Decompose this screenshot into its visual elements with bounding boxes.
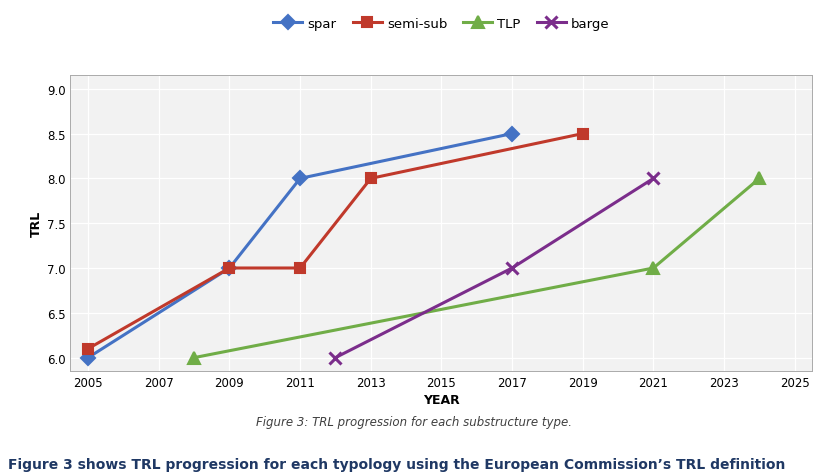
Line: barge: barge (330, 173, 658, 363)
TLP (647, 266, 657, 271)
Legend: spar, semi-sub, TLP, barge: spar, semi-sub, TLP, barge (273, 18, 609, 31)
semi-sub (577, 131, 587, 137)
X-axis label: YEAR: YEAR (422, 393, 460, 406)
spar (83, 355, 93, 361)
Text: Figure 3 shows TRL progression for each typology using the European Commission’s: Figure 3 shows TRL progression for each … (8, 457, 785, 471)
TLP (753, 176, 763, 182)
spar (224, 266, 234, 271)
barge (507, 266, 517, 271)
spar (295, 176, 305, 182)
Line: spar: spar (83, 129, 517, 363)
TLP (189, 355, 199, 361)
semi-sub (224, 266, 234, 271)
Line: TLP: TLP (188, 173, 764, 363)
semi-sub (295, 266, 305, 271)
semi-sub (83, 346, 93, 352)
Y-axis label: TRL: TRL (30, 210, 43, 237)
semi-sub (365, 176, 375, 182)
barge (647, 176, 657, 182)
Text: Figure 3: TRL progression for each substructure type.: Figure 3: TRL progression for each subst… (256, 415, 572, 428)
barge (330, 355, 340, 361)
spar (507, 131, 517, 137)
Line: semi-sub: semi-sub (83, 129, 587, 354)
